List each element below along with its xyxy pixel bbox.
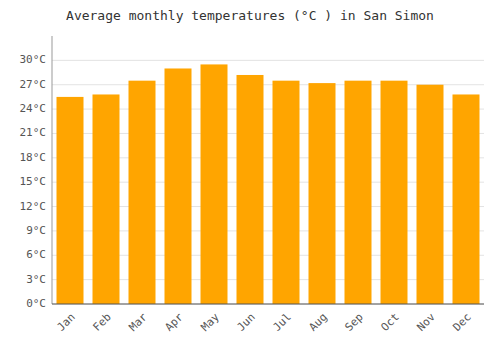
bar [453, 94, 480, 304]
bar [273, 81, 300, 304]
y-tick-label: 3°C [26, 273, 46, 286]
bar [129, 81, 156, 304]
x-tick-label: Sep [343, 311, 366, 334]
grid-line [52, 304, 484, 305]
bar [57, 97, 84, 304]
bar [381, 81, 408, 304]
x-tick-label: Mar [127, 310, 151, 334]
bar [201, 64, 228, 304]
y-tick-label: 0°C [26, 297, 46, 310]
bar [309, 83, 336, 304]
y-tick-label: 9°C [26, 224, 46, 237]
x-axis-line [52, 304, 484, 305]
x-tick-label: Dec [451, 311, 474, 334]
bar [417, 85, 444, 304]
x-tick-label: Nov [415, 310, 439, 334]
grid-line [52, 60, 484, 61]
x-tick-label: Jan [55, 311, 78, 334]
x-tick-label: May [199, 310, 223, 334]
chart-title: Average monthly temperatures (°C ) in Sa… [66, 8, 434, 23]
bars [57, 64, 480, 304]
y-tick-label: 24°C [20, 102, 47, 115]
bar [165, 68, 192, 304]
chart-container: 0°C 3°C 6°C 9°C 12°C 15°C 18°C 21°C 24°C 27°C 30°C… [0, 0, 500, 350]
y-tick-label: 30°C [20, 53, 47, 66]
bar [93, 94, 120, 304]
y-tick-label: 15°C [20, 175, 47, 188]
y-tick-label: 6°C [26, 248, 46, 261]
x-tick-label: Oct [379, 311, 402, 334]
bar [237, 75, 264, 304]
x-tick-label: Jun [235, 311, 258, 334]
x-tick-label: Apr [163, 310, 187, 334]
y-tick-label: 18°C [20, 151, 47, 164]
y-grid [52, 60, 484, 304]
x-tick-label: Jul [271, 311, 294, 334]
x-tick-label: Feb [91, 311, 114, 334]
bar [345, 81, 372, 304]
y-axis-line [52, 36, 53, 304]
chart-svg: 0°C 3°C 6°C 9°C 12°C 15°C 18°C 21°C 24°C 27°C 30°C… [0, 0, 500, 350]
x-tick-label: Aug [307, 311, 330, 334]
y-tick-label: 21°C [20, 126, 47, 139]
y-tick-label: 12°C [20, 200, 47, 213]
y-tick-label: 27°C [20, 78, 47, 91]
